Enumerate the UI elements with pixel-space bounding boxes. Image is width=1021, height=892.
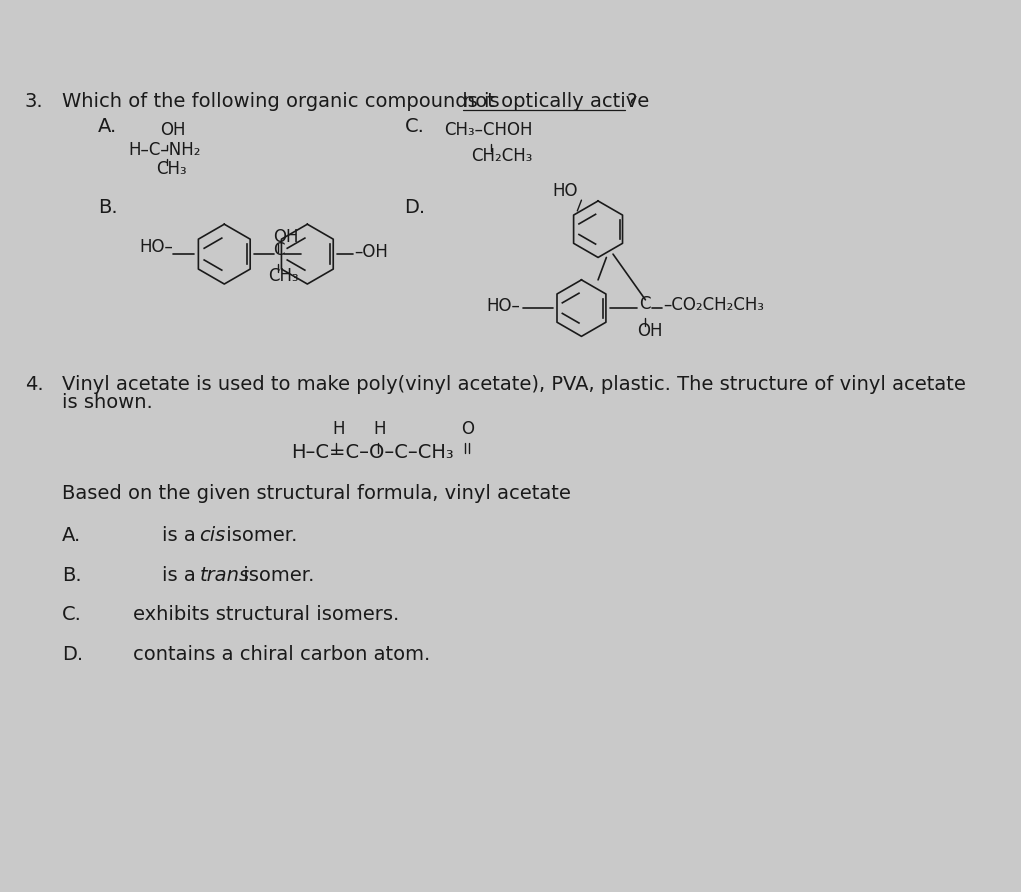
Text: is a: is a [162,566,202,584]
Text: CH₃: CH₃ [269,267,299,285]
Text: Vinyl acetate is used to make poly(vinyl acetate), PVA, plastic. The structure o: Vinyl acetate is used to make poly(vinyl… [62,375,966,393]
Text: –CO₂CH₂CH₃: –CO₂CH₂CH₃ [663,296,764,314]
Text: OH: OH [160,121,186,139]
Text: H–C=C–O–C–CH₃: H–C=C–O–C–CH₃ [291,442,453,462]
Text: C: C [639,295,651,313]
Text: CH₂CH₃: CH₂CH₃ [471,147,532,165]
Text: B.: B. [98,198,117,217]
Text: A.: A. [62,525,82,545]
Text: CH₃–CHOH: CH₃–CHOH [444,121,533,139]
Text: 3.: 3. [25,92,44,112]
Text: isomer.: isomer. [221,525,297,545]
Text: HO: HO [552,182,578,200]
Text: is a: is a [162,525,202,545]
Text: not optically active: not optically active [463,92,649,112]
Text: isomer.: isomer. [237,566,314,584]
Text: A.: A. [98,117,117,136]
Text: OH: OH [637,321,663,340]
Text: HO–: HO– [140,237,174,256]
Text: D.: D. [62,645,84,665]
Text: H: H [332,420,345,438]
Text: D.: D. [404,198,426,217]
Text: H–C–NH₂: H–C–NH₂ [129,141,201,160]
Text: HO–: HO– [486,297,520,315]
Text: O: O [461,420,474,438]
Text: is shown.: is shown. [62,392,153,412]
Text: –OH: –OH [354,243,388,260]
Text: cis: cis [199,525,226,545]
Text: contains a chiral carbon atom.: contains a chiral carbon atom. [133,645,430,665]
Text: 4.: 4. [25,375,44,393]
Text: trans: trans [199,566,249,584]
Text: B.: B. [62,566,82,584]
Text: OH: OH [274,228,299,246]
Text: exhibits structural isomers.: exhibits structural isomers. [133,606,399,624]
Text: ?: ? [626,92,637,112]
Text: Based on the given structural formula, vinyl acetate: Based on the given structural formula, v… [62,484,571,503]
Text: Which of the following organic compounds is: Which of the following organic compounds… [62,92,506,112]
Text: C.: C. [62,606,82,624]
Text: CH₃: CH₃ [156,160,187,178]
Text: C.: C. [404,117,425,136]
Text: H: H [374,420,386,438]
Text: C: C [274,241,285,259]
